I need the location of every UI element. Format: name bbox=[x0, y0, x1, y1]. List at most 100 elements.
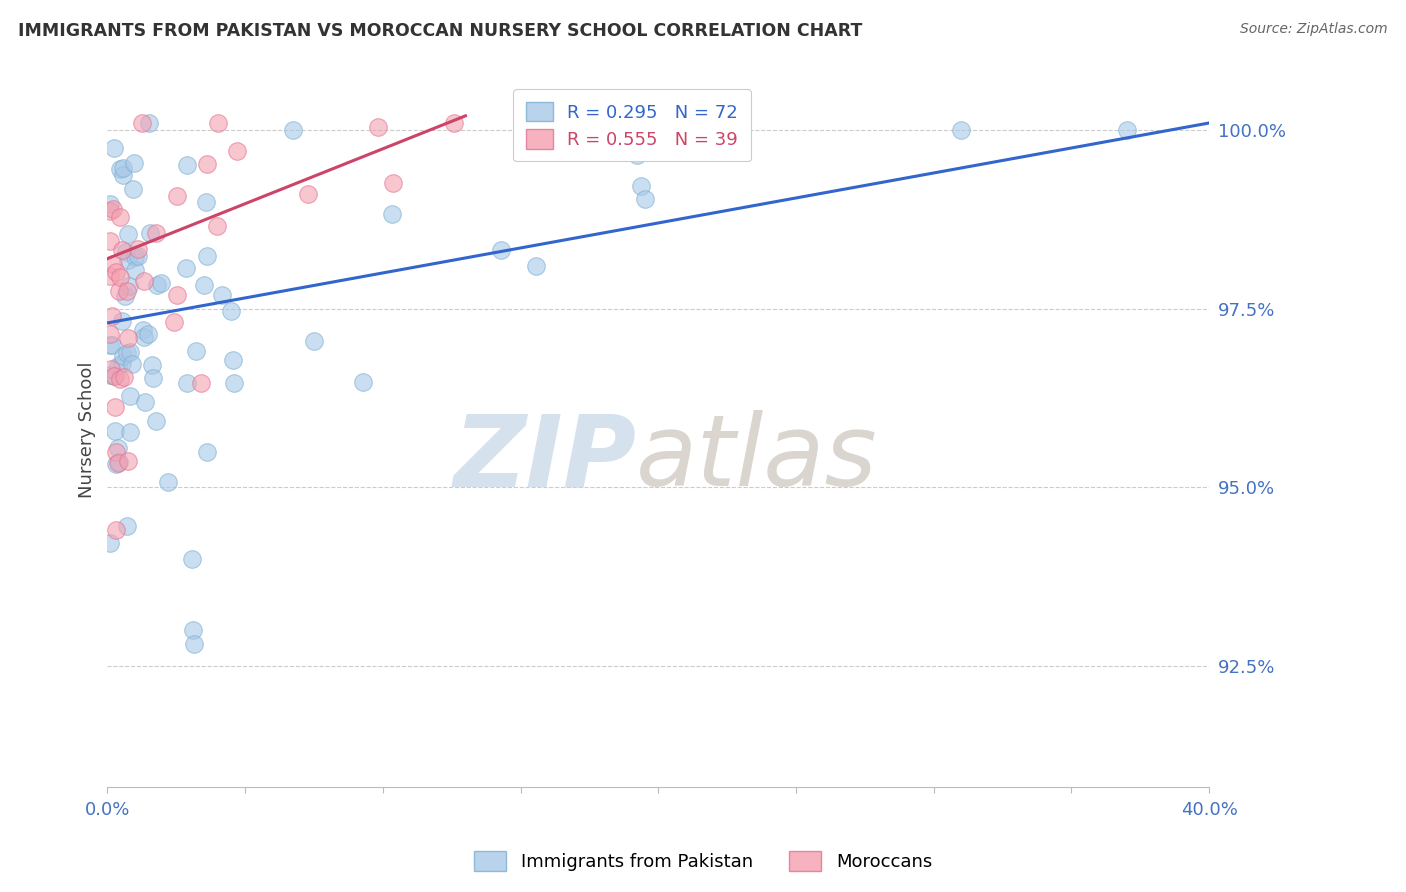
Point bbox=[108, 270, 131, 285]
Point bbox=[281, 123, 304, 137]
Point bbox=[111, 243, 134, 257]
Point bbox=[104, 368, 127, 383]
Point bbox=[107, 441, 129, 455]
Point bbox=[105, 457, 128, 471]
Point bbox=[150, 276, 173, 290]
Point bbox=[195, 445, 218, 459]
Y-axis label: Nursery School: Nursery School bbox=[79, 362, 96, 499]
Point bbox=[98, 338, 121, 352]
Point bbox=[139, 226, 162, 240]
Point bbox=[297, 186, 319, 201]
Point bbox=[107, 455, 129, 469]
Point bbox=[105, 523, 128, 537]
Point bbox=[211, 287, 233, 301]
Point bbox=[183, 637, 205, 651]
Point bbox=[100, 362, 122, 376]
Point bbox=[138, 116, 160, 130]
Point bbox=[107, 456, 129, 470]
Point bbox=[302, 334, 325, 348]
Point bbox=[120, 388, 142, 402]
Point bbox=[132, 330, 155, 344]
Point bbox=[207, 116, 229, 130]
Point bbox=[146, 278, 169, 293]
Text: IMMIGRANTS FROM PAKISTAN VS MOROCCAN NURSERY SCHOOL CORRELATION CHART: IMMIGRANTS FROM PAKISTAN VS MOROCCAN NUR… bbox=[18, 22, 863, 40]
Point bbox=[352, 375, 374, 389]
Point bbox=[98, 235, 121, 249]
Point bbox=[112, 349, 135, 363]
Point bbox=[195, 195, 218, 210]
Point bbox=[163, 315, 186, 329]
Point bbox=[626, 147, 648, 161]
Point bbox=[136, 327, 159, 342]
Point bbox=[122, 182, 145, 196]
Point bbox=[98, 368, 121, 382]
Point bbox=[225, 144, 247, 158]
Point bbox=[98, 327, 121, 342]
Point bbox=[117, 345, 139, 359]
Point bbox=[121, 357, 143, 371]
Point bbox=[105, 445, 128, 459]
Point bbox=[190, 376, 212, 390]
Point bbox=[112, 370, 135, 384]
Point bbox=[181, 623, 204, 637]
Point bbox=[111, 313, 134, 327]
Point bbox=[195, 157, 218, 171]
Point bbox=[195, 248, 218, 262]
Point bbox=[117, 518, 139, 533]
Point bbox=[166, 287, 188, 301]
Point bbox=[489, 243, 512, 257]
Point bbox=[108, 285, 131, 299]
Point bbox=[950, 123, 973, 137]
Point bbox=[117, 253, 139, 268]
Point bbox=[103, 141, 125, 155]
Point bbox=[367, 120, 389, 134]
Point bbox=[193, 278, 215, 293]
Legend: R = 0.295   N = 72, R = 0.555   N = 39: R = 0.295 N = 72, R = 0.555 N = 39 bbox=[513, 89, 751, 161]
Legend: Immigrants from Pakistan, Moroccans: Immigrants from Pakistan, Moroccans bbox=[467, 844, 939, 879]
Point bbox=[141, 358, 163, 372]
Point bbox=[166, 189, 188, 203]
Point bbox=[132, 323, 155, 337]
Point bbox=[110, 210, 132, 224]
Point bbox=[100, 268, 122, 283]
Point bbox=[127, 242, 149, 256]
Point bbox=[101, 202, 124, 216]
Point bbox=[98, 204, 121, 219]
Point bbox=[222, 376, 245, 391]
Point bbox=[111, 161, 134, 176]
Point bbox=[221, 352, 243, 367]
Point bbox=[104, 401, 127, 415]
Point bbox=[108, 372, 131, 386]
Point bbox=[184, 343, 207, 358]
Point bbox=[205, 219, 228, 233]
Point bbox=[1115, 123, 1137, 137]
Point bbox=[111, 356, 134, 370]
Point bbox=[174, 260, 197, 275]
Point bbox=[98, 197, 121, 211]
Point bbox=[219, 303, 242, 318]
Point bbox=[115, 285, 138, 299]
Point bbox=[117, 454, 139, 468]
Point bbox=[124, 263, 146, 277]
Point bbox=[101, 338, 124, 352]
Text: Source: ZipAtlas.com: Source: ZipAtlas.com bbox=[1240, 22, 1388, 37]
Point bbox=[107, 359, 129, 373]
Point bbox=[124, 250, 146, 264]
Text: ZIP: ZIP bbox=[453, 410, 637, 508]
Point bbox=[118, 425, 141, 439]
Point bbox=[524, 260, 547, 274]
Point bbox=[98, 536, 121, 550]
Point bbox=[145, 414, 167, 428]
Point bbox=[117, 227, 139, 241]
Point bbox=[131, 116, 153, 130]
Text: atlas: atlas bbox=[637, 410, 877, 508]
Point bbox=[104, 424, 127, 438]
Point bbox=[120, 345, 142, 359]
Point bbox=[108, 162, 131, 177]
Point bbox=[103, 257, 125, 271]
Point bbox=[156, 475, 179, 489]
Point bbox=[443, 116, 465, 130]
Point bbox=[114, 289, 136, 303]
Point bbox=[142, 371, 165, 385]
Point bbox=[115, 244, 138, 259]
